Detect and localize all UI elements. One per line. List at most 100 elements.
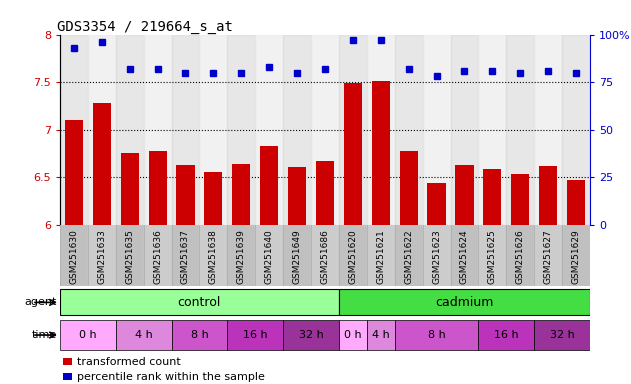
Bar: [227, 35, 255, 225]
Bar: [144, 225, 172, 286]
Bar: [395, 225, 423, 286]
Bar: [177, 165, 194, 225]
Text: cadmium: cadmium: [435, 296, 493, 309]
Bar: [534, 320, 590, 350]
Bar: [506, 225, 534, 286]
Bar: [60, 290, 339, 315]
Text: GSM251622: GSM251622: [404, 230, 413, 284]
Bar: [204, 172, 223, 225]
Text: GSM251637: GSM251637: [181, 230, 190, 285]
Bar: [451, 225, 478, 286]
Bar: [227, 225, 255, 286]
Bar: [144, 35, 172, 225]
Bar: [562, 35, 590, 225]
Bar: [88, 225, 115, 286]
Bar: [316, 161, 334, 225]
Bar: [367, 35, 395, 225]
Text: GSM251627: GSM251627: [544, 230, 553, 284]
Bar: [172, 225, 199, 286]
Text: 0 h: 0 h: [79, 330, 97, 340]
Bar: [255, 35, 283, 225]
Bar: [423, 35, 451, 225]
Bar: [93, 103, 111, 225]
Bar: [172, 35, 199, 225]
Bar: [283, 320, 339, 350]
Bar: [339, 225, 367, 286]
Text: 4 h: 4 h: [372, 330, 389, 340]
Bar: [260, 146, 278, 225]
Text: GDS3354 / 219664_s_at: GDS3354 / 219664_s_at: [57, 20, 233, 33]
Text: GSM251626: GSM251626: [516, 230, 525, 284]
Text: 4 h: 4 h: [135, 330, 153, 340]
Bar: [121, 153, 139, 225]
Bar: [478, 320, 534, 350]
Text: GSM251636: GSM251636: [153, 230, 162, 285]
Bar: [148, 151, 167, 225]
Text: 8 h: 8 h: [428, 330, 445, 340]
Bar: [60, 320, 115, 350]
Text: 16 h: 16 h: [243, 330, 268, 340]
Bar: [395, 35, 423, 225]
Bar: [456, 165, 473, 225]
Bar: [283, 225, 311, 286]
Bar: [344, 83, 362, 225]
Bar: [255, 225, 283, 286]
Bar: [199, 225, 227, 286]
Text: 0 h: 0 h: [344, 330, 362, 340]
Text: percentile rank within the sample: percentile rank within the sample: [77, 371, 265, 382]
Bar: [511, 174, 529, 225]
Text: GSM251630: GSM251630: [69, 230, 78, 285]
Bar: [506, 35, 534, 225]
Bar: [115, 320, 172, 350]
Bar: [478, 35, 506, 225]
Bar: [60, 35, 88, 225]
Bar: [283, 35, 311, 225]
Text: GSM251629: GSM251629: [572, 230, 581, 284]
Text: transformed count: transformed count: [77, 356, 180, 367]
Bar: [60, 225, 88, 286]
Bar: [562, 225, 590, 286]
Text: GSM251623: GSM251623: [432, 230, 441, 284]
Bar: [423, 225, 451, 286]
Bar: [199, 35, 227, 225]
Bar: [534, 35, 562, 225]
Text: GSM251633: GSM251633: [97, 230, 106, 285]
Bar: [399, 151, 418, 225]
Text: GSM251621: GSM251621: [376, 230, 386, 284]
Bar: [227, 320, 283, 350]
Bar: [483, 169, 502, 225]
Bar: [115, 225, 144, 286]
Text: GSM251638: GSM251638: [209, 230, 218, 285]
Bar: [232, 164, 251, 225]
Text: 32 h: 32 h: [298, 330, 324, 340]
Bar: [567, 180, 585, 225]
Bar: [534, 225, 562, 286]
Text: GSM251649: GSM251649: [293, 230, 302, 284]
Bar: [288, 167, 306, 225]
Bar: [339, 35, 367, 225]
Text: 8 h: 8 h: [191, 330, 208, 340]
Text: GSM251635: GSM251635: [125, 230, 134, 285]
Bar: [427, 183, 445, 225]
Bar: [395, 320, 478, 350]
Bar: [372, 81, 390, 225]
Bar: [115, 35, 144, 225]
Text: 32 h: 32 h: [550, 330, 574, 340]
Text: GSM251624: GSM251624: [460, 230, 469, 284]
Text: 16 h: 16 h: [494, 330, 519, 340]
Bar: [62, 358, 72, 365]
Bar: [539, 166, 557, 225]
Text: GSM251639: GSM251639: [237, 230, 245, 285]
Bar: [367, 320, 395, 350]
Bar: [311, 225, 339, 286]
Text: GSM251686: GSM251686: [321, 230, 329, 285]
Text: control: control: [178, 296, 221, 309]
Bar: [451, 35, 478, 225]
Text: GSM251620: GSM251620: [348, 230, 357, 284]
Bar: [339, 320, 367, 350]
Text: GSM251625: GSM251625: [488, 230, 497, 284]
Bar: [367, 225, 395, 286]
Bar: [339, 290, 590, 315]
Text: time: time: [32, 330, 57, 340]
Bar: [65, 120, 83, 225]
